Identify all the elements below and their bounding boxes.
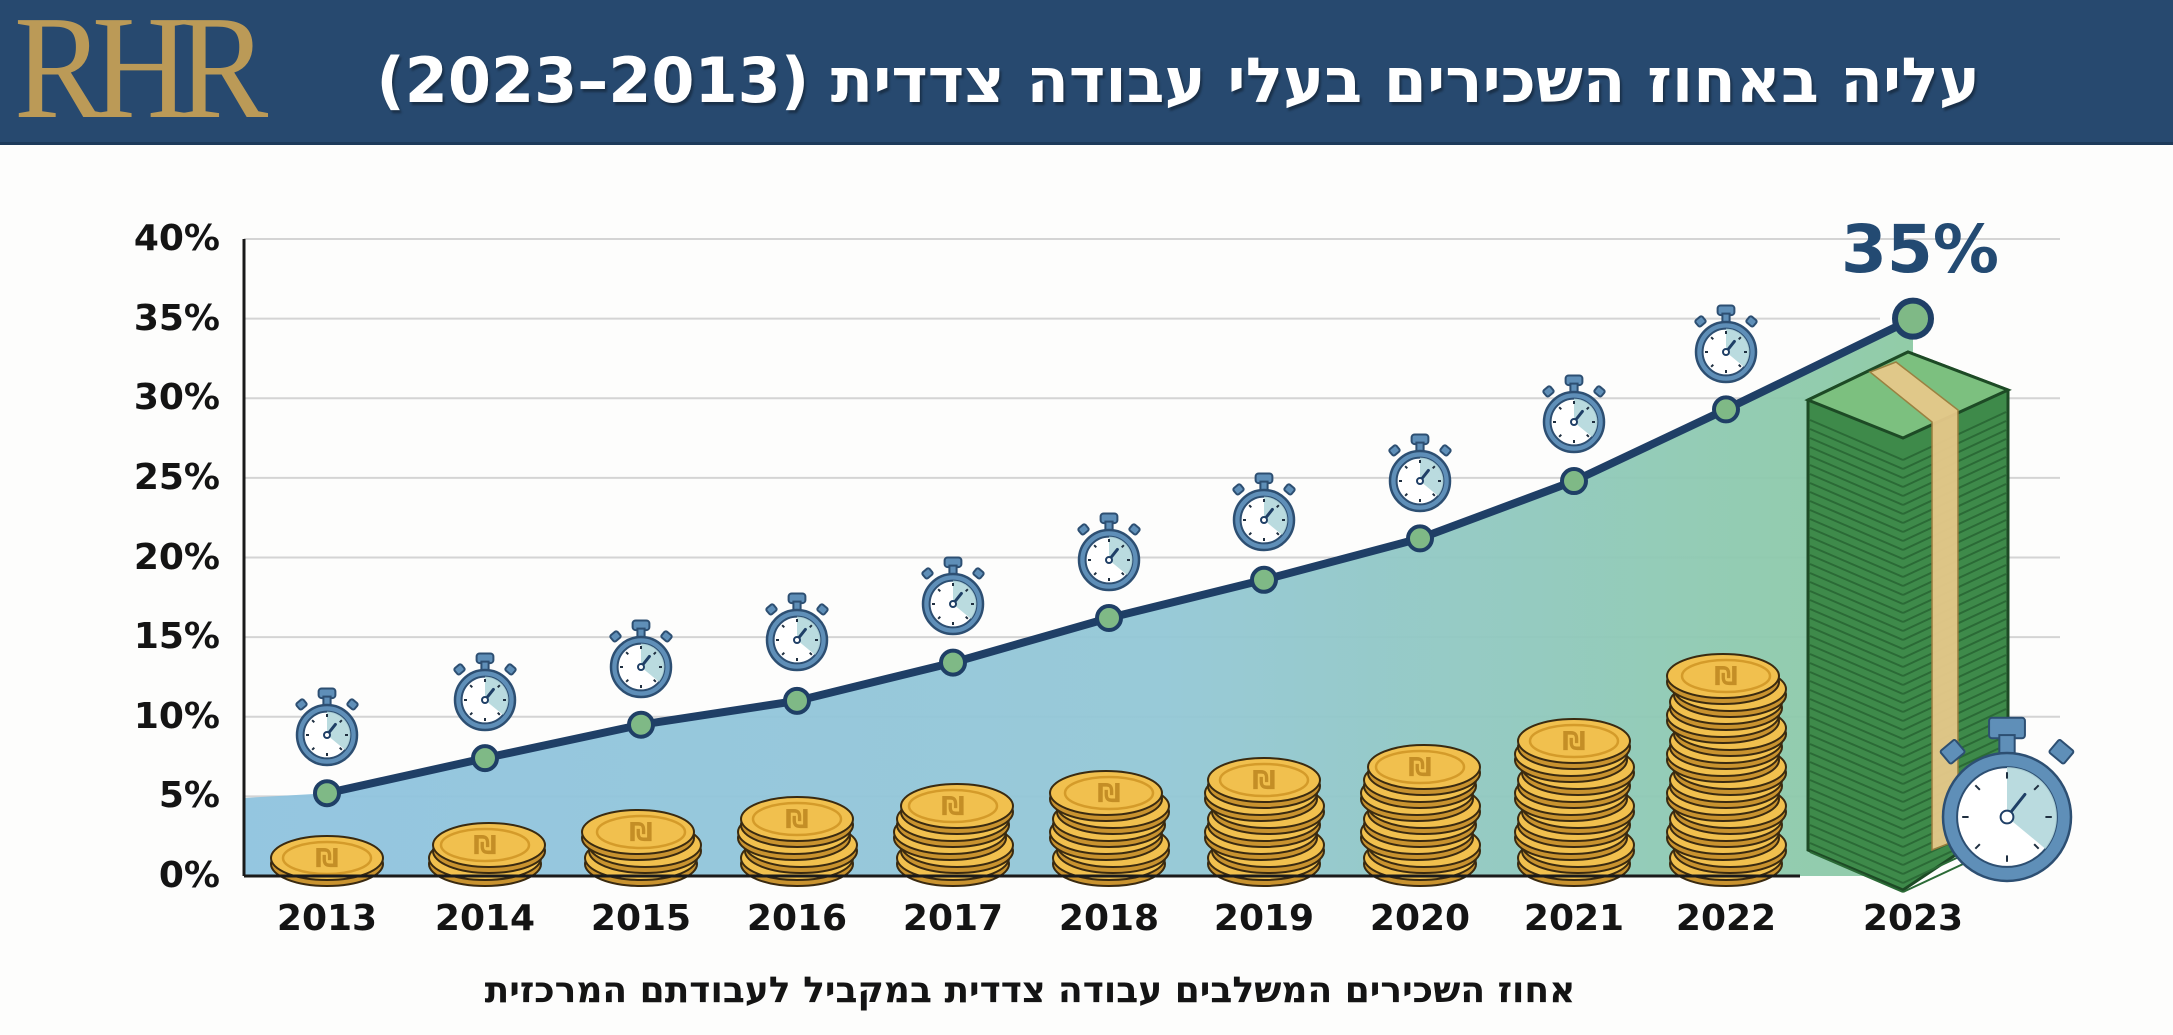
- shekel-coin-stack-icon: ₪: [1360, 744, 1481, 887]
- y-tick-label: 15%: [133, 616, 220, 658]
- stopwatch-icon: [1694, 304, 1758, 384]
- x-tick-label: 2018: [1058, 898, 1160, 939]
- x-tick-label: 2022: [1675, 898, 1777, 939]
- stopwatch-icon: [1388, 433, 1452, 513]
- svg-text:₪: ₪: [1562, 727, 1586, 757]
- y-tick-label: 30%: [133, 377, 220, 419]
- data-point-marker: [471, 744, 499, 773]
- data-point-marker: [627, 710, 655, 739]
- x-tick-label: 2014: [434, 898, 536, 939]
- svg-text:₪: ₪: [1714, 662, 1738, 692]
- shekel-coin-stack-icon: ₪: [270, 835, 384, 887]
- stopwatch-icon: [295, 687, 359, 767]
- axes: [242, 239, 1800, 878]
- svg-text:₪: ₪: [315, 844, 339, 874]
- stopwatch-icon: [453, 652, 517, 732]
- x-tick-label: 2023: [1862, 898, 1964, 939]
- shekel-coin-stack-icon: ₪: [893, 783, 1014, 887]
- rhr-logo: RHR: [14, 0, 268, 150]
- shekel-coin-stack-icon: ₪: [737, 796, 858, 887]
- svg-text:₪: ₪: [1097, 779, 1121, 809]
- x-axis-label: אחוז השכירים המשלבים עבודה צדדית במקביל …: [484, 970, 1576, 1011]
- stopwatch-icon: [1077, 512, 1141, 592]
- data-point-marker: [1406, 524, 1434, 553]
- x-tick-label: 2016: [746, 898, 848, 939]
- data-point-marker: [1250, 565, 1278, 594]
- final-value-callout: 35%: [1841, 211, 1999, 288]
- svg-text:₪: ₪: [785, 805, 809, 835]
- stopwatch-icon: [921, 556, 985, 636]
- y-tick-label: 40%: [133, 218, 220, 259]
- y-tick-label: 25%: [133, 456, 220, 498]
- data-point-marker: [783, 686, 811, 715]
- stopwatch-icon: [609, 619, 673, 699]
- shekel-coin-stack-icon: ₪: [1049, 770, 1170, 887]
- shekel-coin-stack-icon: ₪: [1204, 757, 1325, 887]
- x-tick-label: 2013: [276, 898, 378, 939]
- y-tick-label: 5%: [158, 775, 220, 817]
- data-line: [313, 297, 1934, 808]
- y-tick-label: 10%: [133, 695, 220, 737]
- header-banner: RHR עליה באחוז השכירים בעלי עבודה צדדית …: [0, 0, 2173, 145]
- data-point-marker: [939, 648, 967, 677]
- stopwatch-icon: [1939, 716, 2075, 883]
- shekel-coin-stack-icon: ₪: [1514, 718, 1635, 887]
- svg-text:₪: ₪: [473, 831, 497, 861]
- data-point-marker: [313, 779, 341, 808]
- area-fill: [244, 318, 1913, 876]
- stopwatch-markers: [295, 304, 1758, 767]
- stopwatch-icon: [1542, 374, 1606, 454]
- x-tick-label: 2017: [902, 898, 1004, 939]
- svg-text:₪: ₪: [941, 792, 965, 822]
- svg-text:₪: ₪: [629, 818, 653, 848]
- data-point-marker: [1892, 297, 1934, 340]
- x-tick-label: 2019: [1213, 898, 1315, 939]
- data-point-marker: [1560, 467, 1588, 496]
- stopwatch-icon: [765, 592, 829, 672]
- x-tick-label: 2020: [1369, 898, 1471, 939]
- y-tick-label: 35%: [133, 297, 220, 339]
- chart-title: עליה באחוז השכירים בעלי עבודה צדדית (201…: [376, 44, 1980, 117]
- svg-text:₪: ₪: [1408, 753, 1432, 783]
- svg-text:₪: ₪: [1252, 766, 1276, 796]
- shekel-coin-stack-icon: ₪: [1666, 653, 1787, 887]
- x-tick-label: 2021: [1523, 898, 1625, 939]
- stopwatch-icon: [1232, 472, 1296, 552]
- x-tick-label: 2015: [590, 898, 692, 939]
- data-point-marker: [1712, 395, 1740, 424]
- y-tick-label: 20%: [133, 536, 220, 578]
- stopwatch-icon: [1939, 716, 2075, 883]
- y-tick-label: 0%: [158, 855, 220, 896]
- data-point-marker: [1095, 604, 1123, 633]
